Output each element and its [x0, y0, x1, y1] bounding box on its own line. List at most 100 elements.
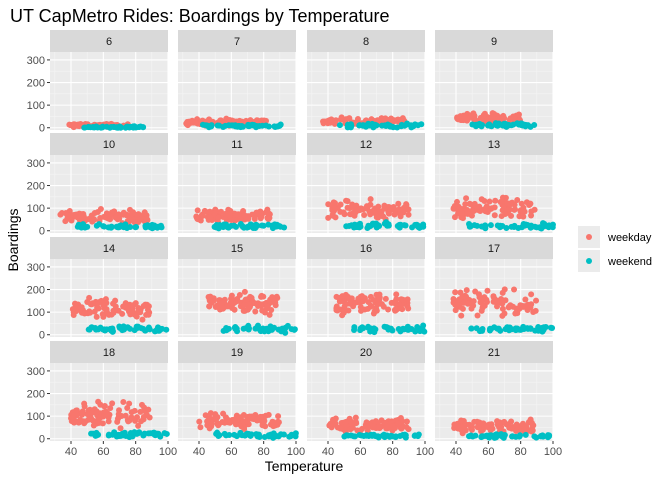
- data-point-weekend: [153, 327, 160, 334]
- facet-strip-label: 20: [360, 347, 372, 359]
- data-point-weekend: [348, 121, 355, 128]
- data-point-weekend: [538, 433, 545, 440]
- data-point-weekend: [92, 432, 99, 439]
- data-point-weekday: [507, 201, 514, 208]
- legend-label-weekday: weekday: [607, 232, 652, 244]
- data-point-weekday: [325, 214, 332, 221]
- data-point-weekday: [501, 310, 508, 317]
- data-point-weekday: [347, 296, 354, 303]
- data-point-weekend: [398, 121, 405, 128]
- data-point-weekday: [218, 208, 225, 215]
- data-point-weekday: [79, 215, 86, 222]
- data-point-weekday: [89, 218, 96, 225]
- facet-panel: 19 40 60 80 100: [178, 341, 305, 458]
- x-tick-label: 80: [387, 446, 399, 458]
- data-point-weekend: [262, 122, 269, 129]
- data-point-weekday: [533, 297, 540, 304]
- data-point-weekend: [357, 325, 364, 332]
- data-point-weekend: [265, 221, 272, 228]
- data-point-weekday: [514, 196, 521, 203]
- data-point-weekend: [199, 121, 206, 128]
- data-point-weekday: [194, 207, 201, 214]
- data-point-weekday: [275, 413, 282, 420]
- x-tick-label: 100: [544, 446, 562, 458]
- facet-panel: 12: [307, 133, 427, 233]
- data-point-weekday: [378, 115, 385, 122]
- data-point-weekend: [237, 124, 244, 131]
- facet-strip-label: 13: [488, 139, 500, 151]
- data-point-weekday: [501, 418, 508, 425]
- y-tick-label: 300: [27, 55, 45, 67]
- data-point-weekday: [479, 303, 486, 310]
- y-tick-label: 300: [27, 262, 45, 274]
- data-point-weekday: [357, 293, 364, 300]
- data-point-weekday: [204, 418, 211, 425]
- y-tick-label: 100: [27, 411, 45, 423]
- data-point-weekday: [58, 210, 65, 217]
- data-point-weekend: [341, 433, 348, 440]
- data-point-weekday: [520, 213, 527, 220]
- data-point-weekday: [97, 414, 104, 421]
- data-point-weekday: [530, 309, 537, 316]
- data-point-weekend: [336, 122, 343, 129]
- data-point-weekday: [233, 211, 240, 218]
- data-point-weekend: [94, 124, 101, 131]
- data-point-weekend: [74, 223, 81, 230]
- data-point-weekday: [72, 122, 79, 129]
- data-point-weekday: [528, 428, 535, 435]
- data-point-weekday: [511, 286, 518, 293]
- data-point-weekday: [72, 407, 79, 414]
- data-point-weekend: [253, 325, 260, 332]
- data-point-weekend: [491, 434, 498, 441]
- data-point-weekday: [380, 303, 387, 310]
- data-point-weekend: [472, 432, 479, 439]
- facet-strip-label: 10: [103, 139, 115, 151]
- data-point-weekend: [277, 326, 284, 333]
- data-point-weekday: [228, 292, 235, 299]
- x-tick-label: 80: [130, 446, 142, 458]
- data-point-weekend: [255, 431, 262, 438]
- data-point-weekend: [351, 327, 358, 334]
- data-point-weekday: [86, 294, 93, 301]
- data-point-weekday: [388, 115, 395, 122]
- data-point-weekday: [508, 212, 515, 219]
- data-point-weekday: [398, 425, 405, 432]
- data-point-weekend: [107, 325, 114, 332]
- data-point-weekday: [361, 211, 368, 218]
- data-point-weekend: [371, 329, 378, 336]
- legend-marker-weekday: [586, 234, 592, 240]
- data-point-weekday: [333, 307, 340, 314]
- data-point-weekday: [463, 195, 470, 202]
- legend-label-weekend: weekend: [607, 256, 652, 268]
- data-point-weekday: [468, 212, 475, 219]
- x-tick-label: 60: [354, 446, 366, 458]
- panel-background: [178, 363, 296, 441]
- y-tick-label: 300: [27, 158, 45, 170]
- data-point-weekday: [253, 416, 260, 423]
- data-point-weekday: [488, 114, 495, 121]
- data-point-weekday: [207, 214, 214, 221]
- data-point-weekday: [529, 421, 536, 428]
- data-point-weekend: [108, 223, 115, 230]
- data-point-weekend: [99, 123, 106, 130]
- data-point-weekday: [199, 211, 206, 218]
- data-point-weekend: [486, 121, 493, 128]
- facet-strip: [307, 30, 425, 52]
- data-point-weekday: [458, 417, 465, 424]
- data-point-weekday: [342, 419, 349, 426]
- data-point-weekday: [261, 418, 268, 425]
- x-tick-label: 100: [159, 446, 177, 458]
- data-point-weekday: [483, 422, 490, 429]
- data-point-weekday: [528, 212, 535, 219]
- data-point-weekday: [367, 211, 374, 218]
- data-point-weekday: [231, 416, 238, 423]
- data-point-weekday: [232, 296, 239, 303]
- data-point-weekday: [332, 117, 339, 124]
- data-point-weekday: [484, 209, 491, 216]
- data-point-weekend: [206, 124, 213, 131]
- data-point-weekend: [474, 122, 481, 129]
- data-point-weekday: [117, 425, 124, 432]
- data-point-weekday: [228, 217, 235, 224]
- data-point-weekend: [466, 433, 473, 440]
- facet-panel: 15: [178, 237, 298, 337]
